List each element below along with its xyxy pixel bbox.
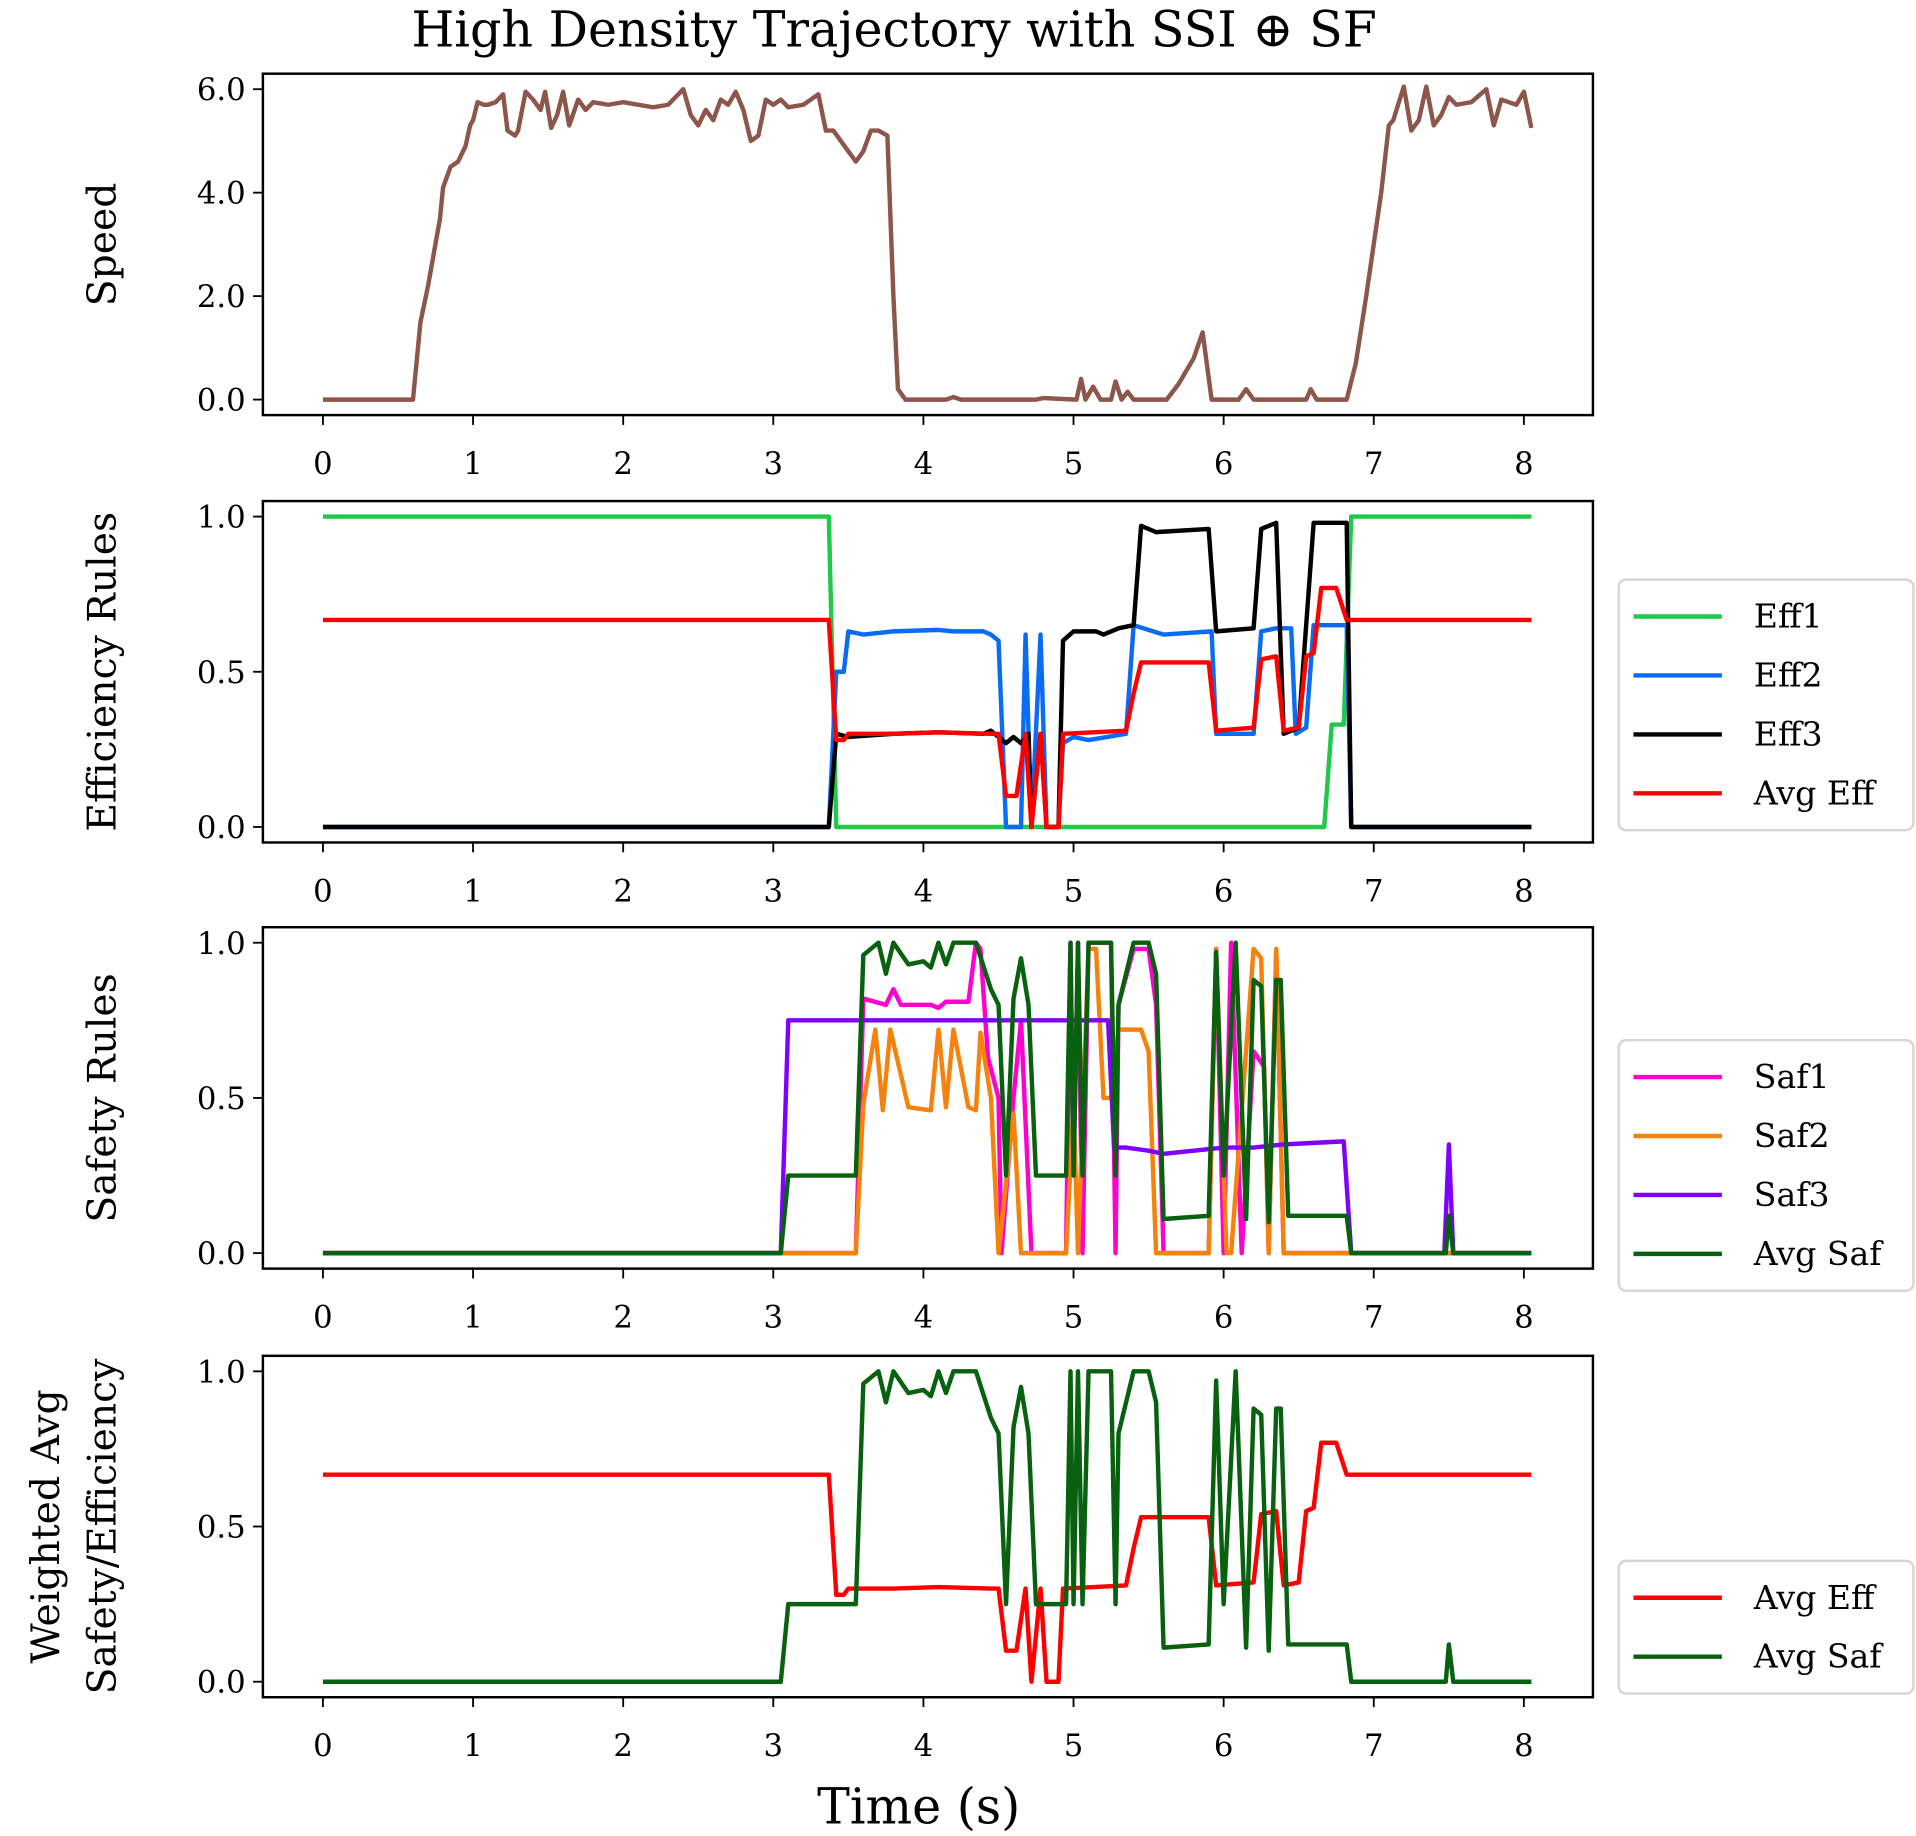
- x-tick-label: 0: [313, 1729, 333, 1764]
- legend-label: Avg Saf: [1753, 1637, 1885, 1676]
- series-line-avg-saf: [322, 1369, 1532, 1684]
- x-axis-label: Time (s): [817, 1778, 1020, 1836]
- y-tick-label: 6.0: [197, 73, 246, 108]
- x-tick-label: 4: [914, 874, 934, 909]
- y-tick-label: 1.0: [197, 927, 246, 962]
- x-tick-label: 2: [613, 1729, 633, 1764]
- y-tick-label: 0.0: [197, 1237, 246, 1272]
- legend-label: Eff2: [1754, 656, 1823, 695]
- plot-frame: [261, 925, 1595, 1270]
- y-axis-label: Efficiency Rules: [81, 512, 126, 832]
- x-tick-label: 1: [463, 447, 483, 482]
- legend-label: Avg Eff: [1753, 773, 1877, 812]
- plot-frame: [261, 72, 1595, 417]
- panel-1: 0 1 2 3 4 5 6 7 8 0.0 2.0 4.0 6.0 Speed: [81, 72, 1595, 482]
- x-tick-label: 8: [1514, 447, 1534, 482]
- y-tick-label: 1.0: [197, 1355, 246, 1390]
- x-tick-label: 0: [313, 1301, 333, 1336]
- x-tick-label: 8: [1514, 1301, 1534, 1336]
- legend-label: Saf3: [1754, 1175, 1830, 1214]
- series-line-eff1: [322, 514, 1532, 830]
- x-tick-label: 1: [463, 1301, 483, 1336]
- plot-frame: [261, 499, 1595, 844]
- y-tick-label: 0.0: [197, 1666, 246, 1701]
- x-tick-label: 0: [313, 874, 333, 909]
- series-line-avg-saf: [322, 940, 1532, 1256]
- x-tick-label: 3: [764, 1729, 784, 1764]
- y-tick-label: 0.5: [197, 1082, 246, 1117]
- x-tick-label: 7: [1364, 1729, 1384, 1764]
- panel-4: 0 1 2 3 4 5 6 7 8 0.0 0.5 1.0 Weighted Avg Safety/Eff…: [24, 1354, 1915, 1764]
- series-line-speed: [322, 84, 1534, 402]
- x-tick-label: 5: [1064, 1301, 1084, 1336]
- y-axis-label: Weighted Avg: [24, 1389, 69, 1663]
- x-tick-label: 2: [613, 874, 633, 909]
- y-tick-label: 4.0: [197, 177, 246, 212]
- legend-label: Saf2: [1754, 1116, 1830, 1155]
- x-tick-label: 6: [1214, 447, 1234, 482]
- x-tick-label: 2: [613, 447, 633, 482]
- chart-title: High Density Trajectory with SSI ⊕ SF: [411, 1, 1376, 59]
- x-tick-label: 2: [613, 1301, 633, 1336]
- legend-label: Eff1: [1754, 597, 1823, 636]
- legend-label: Avg Eff: [1753, 1578, 1877, 1617]
- series-line-avg-eff: [322, 1440, 1532, 1684]
- legend-label: Eff3: [1754, 714, 1823, 753]
- x-tick-label: 6: [1214, 1729, 1234, 1764]
- x-tick-label: 5: [1064, 1729, 1084, 1764]
- x-tick-label: 3: [764, 1301, 784, 1336]
- y-tick-label: 1.0: [197, 501, 246, 536]
- x-tick-label: 4: [914, 447, 934, 482]
- legend-label: Avg Saf: [1753, 1234, 1885, 1273]
- x-tick-label: 4: [914, 1301, 934, 1336]
- y-axis-label: Safety Rules: [81, 973, 126, 1222]
- y-axis-label: Safety/Efficiency: [81, 1358, 126, 1695]
- x-tick-label: 7: [1364, 874, 1384, 909]
- legend-label: Saf1: [1754, 1057, 1830, 1096]
- x-tick-label: 7: [1364, 1301, 1384, 1336]
- x-tick-label: 5: [1064, 874, 1084, 909]
- x-tick-label: 0: [313, 447, 333, 482]
- legend: Saf1 Saf2 Saf3 Avg Saf: [1617, 1038, 1915, 1292]
- legend: Avg Eff Avg Saf: [1617, 1559, 1915, 1695]
- x-tick-label: 5: [1064, 447, 1084, 482]
- x-tick-label: 7: [1364, 447, 1384, 482]
- x-tick-label: 4: [914, 1729, 934, 1764]
- legend: Eff1 Eff2 Eff3 Avg Eff: [1617, 578, 1915, 832]
- x-tick-label: 3: [764, 447, 784, 482]
- x-tick-label: 8: [1514, 1729, 1534, 1764]
- y-tick-label: 0.0: [197, 811, 246, 846]
- y-tick-label: 0.0: [197, 384, 246, 419]
- legend-box: [1617, 1038, 1915, 1292]
- x-tick-label: 1: [463, 874, 483, 909]
- plot-frame: [261, 1354, 1595, 1699]
- series-line-saf3: [322, 1018, 1532, 1256]
- y-axis-label: Speed: [81, 183, 126, 307]
- x-tick-label: 6: [1214, 874, 1234, 909]
- series-line-avg-eff: [322, 585, 1532, 830]
- x-tick-label: 3: [764, 874, 784, 909]
- x-tick-label: 6: [1214, 1301, 1234, 1336]
- x-tick-label: 8: [1514, 874, 1534, 909]
- y-tick-label: 0.5: [197, 656, 246, 691]
- x-tick-label: 1: [463, 1729, 483, 1764]
- legend-box: [1617, 578, 1915, 832]
- y-tick-label: 0.5: [197, 1511, 246, 1546]
- y-tick-label: 2.0: [197, 280, 246, 315]
- legend-box: [1617, 1559, 1915, 1695]
